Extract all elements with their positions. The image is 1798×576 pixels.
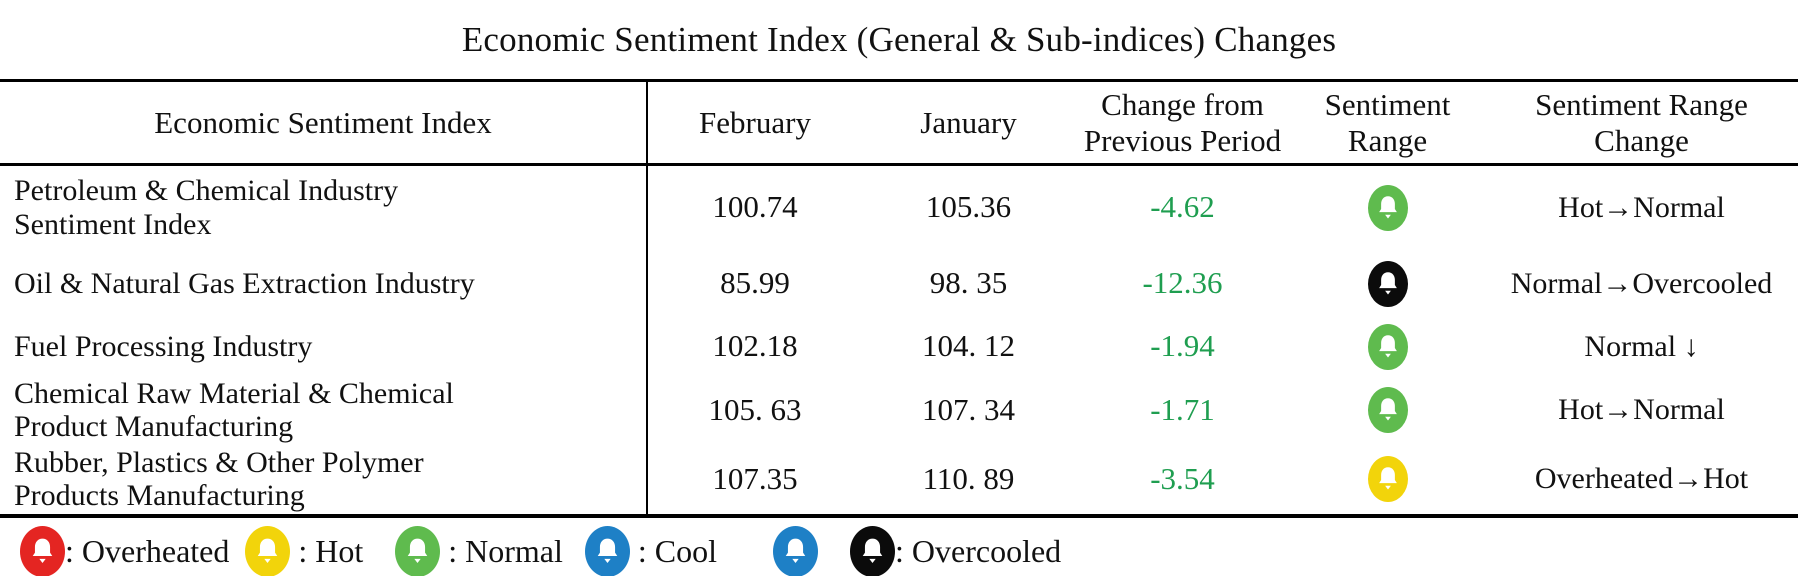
column-header-sentiment-range: Sentiment Range bbox=[1324, 86, 1451, 158]
january-value: 107. 34 bbox=[922, 391, 1015, 427]
legend-label: : Overheated bbox=[65, 532, 230, 569]
bell-icon bbox=[773, 525, 819, 576]
column-header-change: Change from Previous Period bbox=[1083, 86, 1282, 158]
bell-icon bbox=[850, 525, 896, 576]
legend-item-overheated: : Overheated bbox=[20, 525, 230, 576]
column-header-sentiment-range-change: Sentiment Range Change bbox=[1535, 86, 1748, 158]
bell-icon bbox=[395, 525, 441, 576]
table-row: Fuel Processing Industry 102.18 104. 12 … bbox=[0, 317, 1798, 376]
range-change-value: Hot→Normal bbox=[1558, 393, 1725, 427]
sentiment-range-cell bbox=[1290, 376, 1485, 445]
row-name: Petroleum & Chemical Industry Sentiment … bbox=[0, 164, 648, 250]
legend-item-overcooled: : Overcooled bbox=[850, 525, 1062, 576]
sentiment-index-table: Economic Sentiment Index February Januar… bbox=[0, 79, 1798, 518]
bell-icon bbox=[1367, 456, 1408, 503]
legend-item-cool-extra bbox=[773, 525, 819, 576]
bell-icon bbox=[245, 525, 291, 576]
bell-icon bbox=[1367, 260, 1408, 307]
row-name: Chemical Raw Material & Chemical Product… bbox=[0, 375, 648, 445]
legend-item-cool: : Cool bbox=[584, 525, 718, 576]
february-value: 102.18 bbox=[712, 328, 798, 364]
row-name: Rubber, Plastics & Other Polymer Product… bbox=[0, 444, 648, 516]
february-value: 85.99 bbox=[720, 265, 790, 301]
sentiment-range-cell bbox=[1290, 250, 1485, 318]
legend-label: : Normal bbox=[440, 532, 563, 569]
change-value: -3.54 bbox=[1150, 460, 1215, 496]
table-row: Oil & Natural Gas Extraction Industry 85… bbox=[0, 249, 1798, 318]
legend-item-normal: : Normal bbox=[395, 525, 563, 576]
row-name: Oil & Natural Gas Extraction Industry bbox=[0, 249, 648, 318]
table-header-row: Economic Sentiment Index February Januar… bbox=[0, 80, 1798, 165]
change-value: -4.62 bbox=[1150, 189, 1215, 225]
bell-icon bbox=[1367, 387, 1408, 434]
sentiment-range-cell bbox=[1290, 318, 1485, 376]
legend-label: : Hot bbox=[290, 532, 364, 569]
bell-icon bbox=[1367, 323, 1408, 370]
january-value: 104. 12 bbox=[922, 328, 1015, 364]
legend: : Overheated : Hot : Normal : Cool : Ove… bbox=[0, 518, 1798, 576]
january-value: 105.36 bbox=[925, 189, 1012, 225]
range-change-value: Normal ↓ bbox=[1584, 329, 1699, 363]
february-value: 107.35 bbox=[712, 460, 798, 496]
table-row: Chemical Raw Material & Chemical Product… bbox=[0, 375, 1798, 445]
legend-item-hot: : Hot bbox=[245, 525, 364, 576]
legend-label: : Overcooled bbox=[895, 532, 1062, 569]
change-value: -1.71 bbox=[1150, 391, 1215, 427]
range-change-value: Normal→Overcooled bbox=[1510, 266, 1773, 300]
sentiment-range-cell bbox=[1290, 445, 1485, 516]
column-header-february: February bbox=[699, 104, 811, 140]
change-value: -1.94 bbox=[1150, 328, 1215, 364]
february-value: 100.74 bbox=[712, 189, 798, 225]
january-value: 98. 35 bbox=[929, 265, 1008, 301]
bell-icon bbox=[20, 525, 65, 576]
column-header-index: Economic Sentiment Index bbox=[0, 80, 648, 165]
sentiment-range-cell bbox=[1290, 165, 1485, 250]
row-name: Fuel Processing Industry bbox=[0, 317, 648, 376]
february-value: 105. 63 bbox=[708, 391, 802, 427]
bell-icon bbox=[584, 525, 630, 576]
table-row: Petroleum & Chemical Industry Sentiment … bbox=[0, 164, 1798, 250]
range-change-value: Overheated→Hot bbox=[1534, 462, 1749, 496]
range-change-value: Hot→Normal bbox=[1558, 190, 1725, 224]
table-row: Rubber, Plastics & Other Polymer Product… bbox=[0, 444, 1798, 516]
change-value: -12.36 bbox=[1142, 265, 1223, 301]
column-header-january: January bbox=[920, 104, 1017, 140]
legend-label: : Cool bbox=[629, 532, 718, 569]
january-value: 110. 89 bbox=[922, 460, 1015, 496]
bell-icon bbox=[1367, 184, 1408, 231]
page-title: Economic Sentiment Index (General & Sub-… bbox=[461, 19, 1337, 59]
